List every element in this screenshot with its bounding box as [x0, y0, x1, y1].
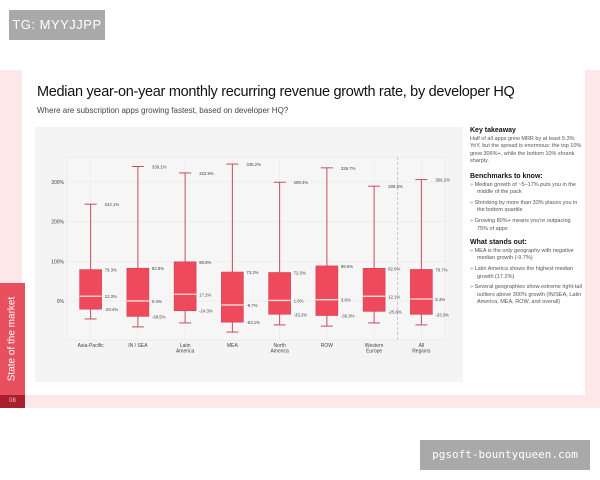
- y-tick-label: 100%: [51, 259, 64, 265]
- key-takeaway-text: Half of all apps grew MRR by at least 5.…: [470, 135, 582, 165]
- median-label: 0.4%: [152, 299, 162, 304]
- q3-label: 98.8%: [199, 260, 211, 265]
- x-tick-label: All: [419, 343, 425, 349]
- box: [221, 271, 244, 323]
- watermark-top: TG: MYYJJPP: [9, 10, 105, 40]
- q3-label: 73.2%: [246, 270, 258, 275]
- q3-label: 72.0%: [294, 271, 306, 276]
- median-label: 3.6%: [341, 298, 351, 303]
- q1-label: -53.1%: [246, 320, 260, 325]
- stands-out-item: MEA is the only geography with negative …: [470, 248, 582, 263]
- whisker-high-label: 299.4%: [294, 180, 309, 185]
- stands-out-item: Latin America shows the highest median g…: [470, 266, 582, 281]
- whisker-high-label: 306.2%: [435, 178, 450, 183]
- median-label: 12.1%: [388, 294, 400, 299]
- whisker-high-label: 289.5%: [388, 184, 403, 189]
- q1-label: -33.3%: [435, 312, 449, 317]
- q3-label: 79.7%: [435, 267, 447, 272]
- y-tick-label: 0%: [57, 299, 65, 305]
- median-label: 1.6%: [294, 298, 304, 303]
- box: [410, 269, 433, 315]
- benchmark-item: Growing 80%+ means you're outpacing 75% …: [470, 218, 582, 233]
- x-tick-label: Western: [365, 343, 384, 349]
- page-title: Median year-on-year monthly recurring re…: [37, 84, 515, 100]
- x-tick-label: ROW: [321, 343, 334, 349]
- x-tick-label: North: [274, 343, 286, 349]
- page-subtitle: Where are subscription apps growing fast…: [37, 106, 289, 115]
- benchmark-item: Median growth of ~5–17% puts you in the …: [470, 182, 582, 197]
- stands-out-item: Several geographies show extreme right-t…: [470, 284, 582, 307]
- whisker-high-label: 345.2%: [246, 162, 261, 167]
- key-takeaway-heading: Key takeaway: [470, 127, 516, 134]
- whisker-high-label: 244.1%: [105, 202, 120, 207]
- notes-panel: Key takeaway Half of all apps grew MRR b…: [470, 127, 582, 313]
- median-label: 12.3%: [105, 294, 117, 299]
- x-tick-label: Latin: [180, 343, 191, 349]
- median-label: -9.7%: [246, 303, 257, 308]
- q1-label: -24.3%: [199, 309, 213, 314]
- box: [79, 269, 102, 310]
- section-tab: State of the market: [0, 283, 25, 395]
- x-tick-label: America: [270, 349, 289, 355]
- box: [268, 272, 291, 315]
- q1-label: -36.3%: [341, 314, 355, 319]
- whisker-high-label: 339.1%: [152, 164, 167, 169]
- q3-label: 88.6%: [341, 264, 353, 269]
- q1-label: -38.5%: [152, 314, 166, 319]
- benchmark-item: Shrinking by more than 33% places you in…: [470, 200, 582, 215]
- benchmarks-heading: Benchmarks to know:: [470, 172, 543, 180]
- x-tick-label: MEA: [227, 343, 239, 349]
- box: [173, 261, 197, 312]
- q1-label: -20.4%: [105, 307, 119, 312]
- x-tick-label: Europe: [366, 349, 382, 355]
- page-number: 08: [0, 395, 25, 408]
- q1-label: -33.2%: [294, 312, 308, 317]
- box: [362, 268, 386, 312]
- q3-label: 79.3%: [105, 268, 117, 273]
- x-tick-label: Regions: [412, 349, 431, 355]
- y-tick-label: 200%: [51, 220, 64, 226]
- whisker-high-label: 335.7%: [341, 166, 356, 171]
- box: [126, 267, 150, 317]
- x-tick-label: America: [176, 349, 195, 355]
- q3-label: 82.8%: [152, 266, 164, 271]
- median-label: 17.2%: [199, 292, 211, 297]
- q1-label: -25.8%: [388, 309, 402, 314]
- y-tick-label: 300%: [51, 180, 64, 186]
- stands-out-heading: What stands out:: [470, 239, 527, 247]
- x-tick-label: Asia-Pacific: [78, 343, 105, 349]
- q3-label: 82.6%: [388, 266, 400, 271]
- x-tick-label: IN / SEA: [128, 343, 148, 349]
- box: [315, 265, 339, 316]
- whisker-high-label: 322.9%: [199, 171, 214, 176]
- median-label: 5.3%: [435, 297, 445, 302]
- watermark-bottom: pgsoft-bountyqueen.com: [420, 440, 590, 470]
